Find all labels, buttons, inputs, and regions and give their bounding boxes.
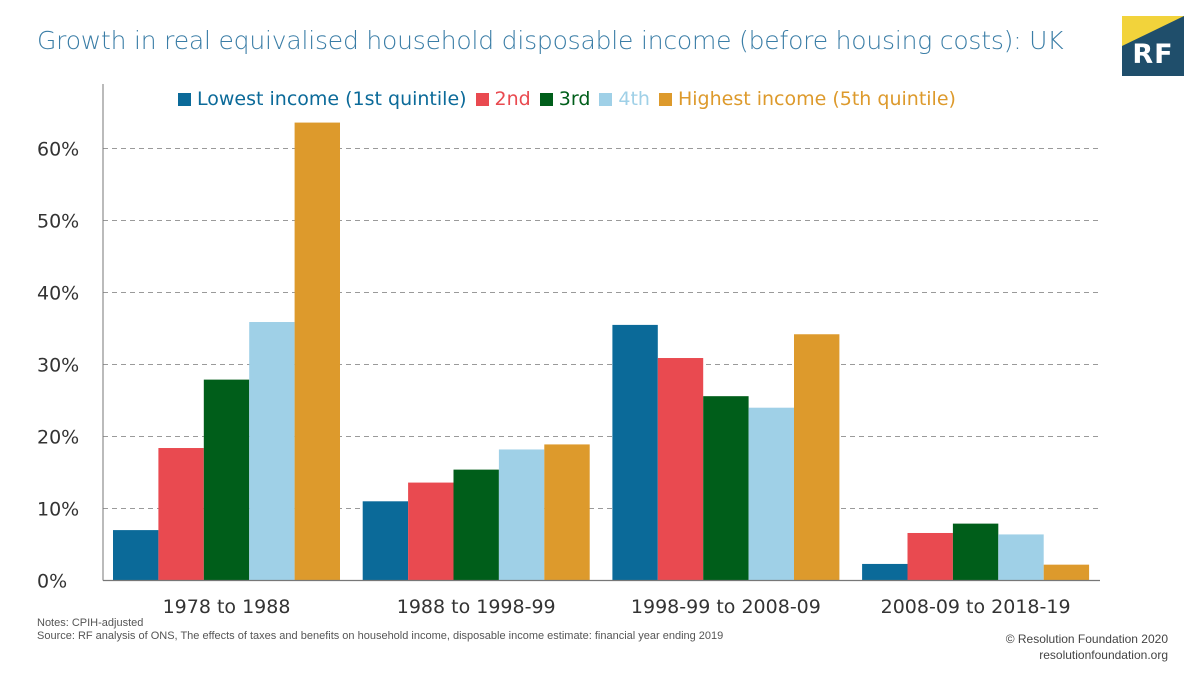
legend-label: 4th: [618, 88, 650, 110]
bar: [862, 563, 908, 581]
x-tick-label: 1988 to 1998-99: [397, 596, 556, 618]
legend-label: 3rd: [558, 88, 591, 110]
bar: [203, 379, 250, 581]
y-tick-label: 30%: [37, 355, 79, 377]
bar: [408, 482, 454, 581]
bar: [1043, 564, 1090, 581]
legend-item: 2nd: [475, 88, 531, 110]
legend-item: 3rd: [539, 88, 591, 110]
logo-text: RF: [1132, 39, 1174, 70]
bar: [249, 322, 295, 581]
legend-label: Highest income (5th quintile): [677, 88, 956, 110]
chart-legend: Lowest income (1st quintile) 2nd 3rd 4th Hig…: [178, 86, 965, 112]
legend-swatch: [658, 92, 672, 106]
y-tick-label: 40%: [37, 283, 79, 305]
legend-item: 4th: [599, 88, 650, 110]
copyright-text: © Resolution Foundation 2020: [1005, 632, 1168, 646]
y-tick-label: 10%: [37, 499, 79, 521]
bar: [907, 532, 953, 581]
legend-label: 2nd: [494, 88, 531, 110]
legend-swatch: [178, 92, 191, 106]
legend-item: Lowest income (1st quintile): [178, 88, 467, 110]
notes-text: Notes: CPIH-adjusted: [37, 617, 144, 629]
chart-title: Growth in real equivalised household dis…: [37, 26, 1064, 55]
bar: [703, 396, 749, 581]
legend-item: Highest income (5th quintile): [658, 88, 956, 110]
bar-chart: 0% 10% 20% 30% 40% 50% 60% 1978 to 1988 1988 to …: [37, 84, 1100, 618]
rf-logo: RF: [1122, 16, 1184, 76]
bar: [544, 444, 590, 581]
y-tick-label: 0%: [37, 571, 67, 593]
legend-swatch: [475, 92, 489, 106]
bar: [794, 334, 840, 581]
logo-accent-triangle: [1122, 16, 1184, 46]
bar: [657, 358, 704, 581]
y-tick-label: 50%: [37, 211, 79, 233]
x-tick-label: 1998-99 to 2008-09: [631, 596, 821, 618]
bar: [612, 324, 658, 581]
footer-notes: Notes: CPIH-adjusted Source: RF analysis…: [37, 617, 723, 643]
footer-credits: © Resolution Foundation 2020 resolutionf…: [1006, 631, 1168, 663]
legend-swatch: [539, 92, 553, 106]
bar: [113, 530, 159, 581]
x-tick-label: 1978 to 1988: [163, 596, 291, 618]
x-tick-label: 2008-09 to 2018-19: [881, 596, 1071, 618]
y-tick-label: 20%: [37, 427, 79, 449]
bar: [748, 407, 794, 581]
bar: [998, 534, 1044, 581]
bar: [498, 449, 545, 581]
legend-swatch: [599, 92, 613, 106]
bar: [952, 523, 999, 581]
website-text: resolutionfoundation.org: [1039, 648, 1168, 662]
bar: [362, 501, 409, 581]
y-tick-label: 60%: [37, 139, 79, 161]
logo-accent-shape: [1122, 16, 1184, 46]
bar: [453, 469, 499, 581]
bar: [294, 122, 340, 581]
bar: [158, 448, 204, 581]
source-text: Source: RF analysis of ONS, The effects …: [37, 630, 724, 642]
legend-label: Lowest income (1st quintile): [197, 88, 467, 110]
